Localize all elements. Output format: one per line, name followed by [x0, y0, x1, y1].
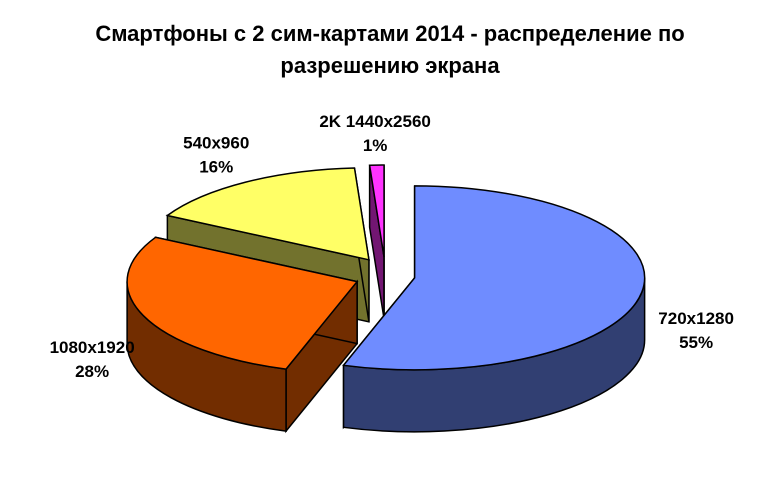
slice-value: 16% — [199, 157, 233, 176]
slice — [342, 185, 646, 433]
slice — [126, 236, 359, 434]
slice-label: 540x960 — [183, 133, 249, 152]
slice — [368, 164, 385, 320]
slice-value: 1% — [363, 136, 388, 155]
slice-top — [165, 167, 370, 261]
slice-value: 55% — [679, 333, 713, 352]
slice-value: 28% — [75, 362, 109, 381]
slice-top — [126, 236, 359, 370]
slice-label: 720x1280 — [658, 309, 734, 328]
chart-title: Смартфоны с 2 сим-картами 2014 - распред… — [95, 21, 685, 78]
slice-top — [368, 164, 385, 258]
slice-label: 2K 1440x2560 — [319, 112, 431, 131]
slice-label: 1080x1920 — [50, 338, 135, 357]
slice-top — [342, 185, 646, 371]
